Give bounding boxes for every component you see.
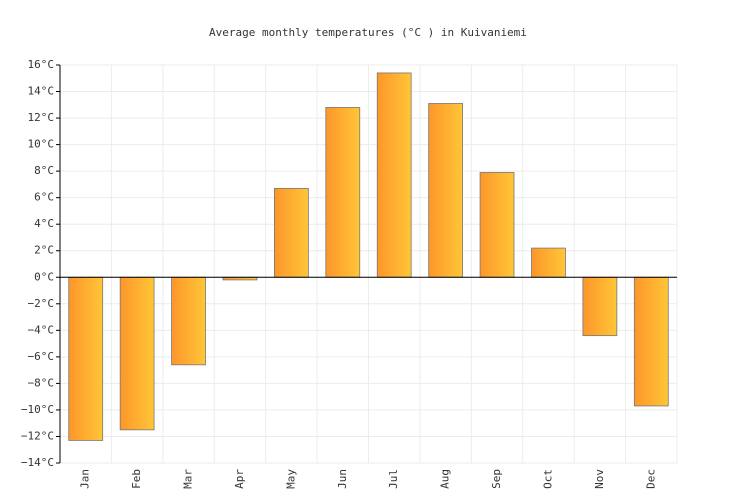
y-tick-label: 4°C	[34, 217, 54, 230]
y-tick-label: −4°C	[28, 323, 55, 336]
x-tick-label: Jan	[79, 469, 92, 489]
y-tick-label: 16°C	[28, 58, 55, 71]
x-tick-label: May	[284, 469, 297, 489]
bar	[633, 276, 669, 407]
y-tick-label: 2°C	[34, 244, 54, 257]
y-tick-label: −10°C	[21, 403, 54, 416]
x-tick-label: Jun	[336, 469, 349, 489]
x-tick-label: Aug	[439, 469, 452, 489]
x-tick-label: Apr	[233, 469, 246, 489]
y-tick-label: −12°C	[21, 429, 54, 442]
y-tick-label: 14°C	[28, 85, 55, 98]
bar	[171, 276, 206, 366]
y-tick-label: 6°C	[34, 191, 54, 204]
y-tick-label: 12°C	[28, 111, 55, 124]
x-tick-label: Jul	[387, 469, 400, 489]
bar	[531, 247, 566, 278]
bar	[325, 107, 361, 278]
y-tick-label: −2°C	[28, 297, 55, 310]
bar	[428, 103, 463, 278]
chart-title: Average monthly temperatures (°C ) in Ku…	[209, 26, 527, 39]
bar	[376, 72, 412, 278]
x-tick-label: Mar	[182, 469, 195, 489]
y-tick-label: 8°C	[34, 164, 54, 177]
x-tick-label: Nov	[593, 469, 606, 489]
x-tick-label: Feb	[130, 469, 143, 489]
y-tick-label: −14°C	[21, 456, 54, 469]
bar	[68, 276, 104, 441]
y-tick-label: −6°C	[28, 350, 55, 363]
y-tick-label: 0°C	[34, 270, 54, 283]
bar	[582, 276, 618, 337]
x-tick-label: Oct	[541, 469, 554, 489]
y-tick-label: −8°C	[28, 376, 55, 389]
y-tick-label: 10°C	[28, 138, 55, 151]
bar	[274, 187, 309, 278]
x-tick-label: Dec	[644, 469, 657, 489]
bar	[479, 172, 515, 278]
x-tick-label: Sep	[490, 469, 503, 489]
bar	[119, 276, 155, 431]
